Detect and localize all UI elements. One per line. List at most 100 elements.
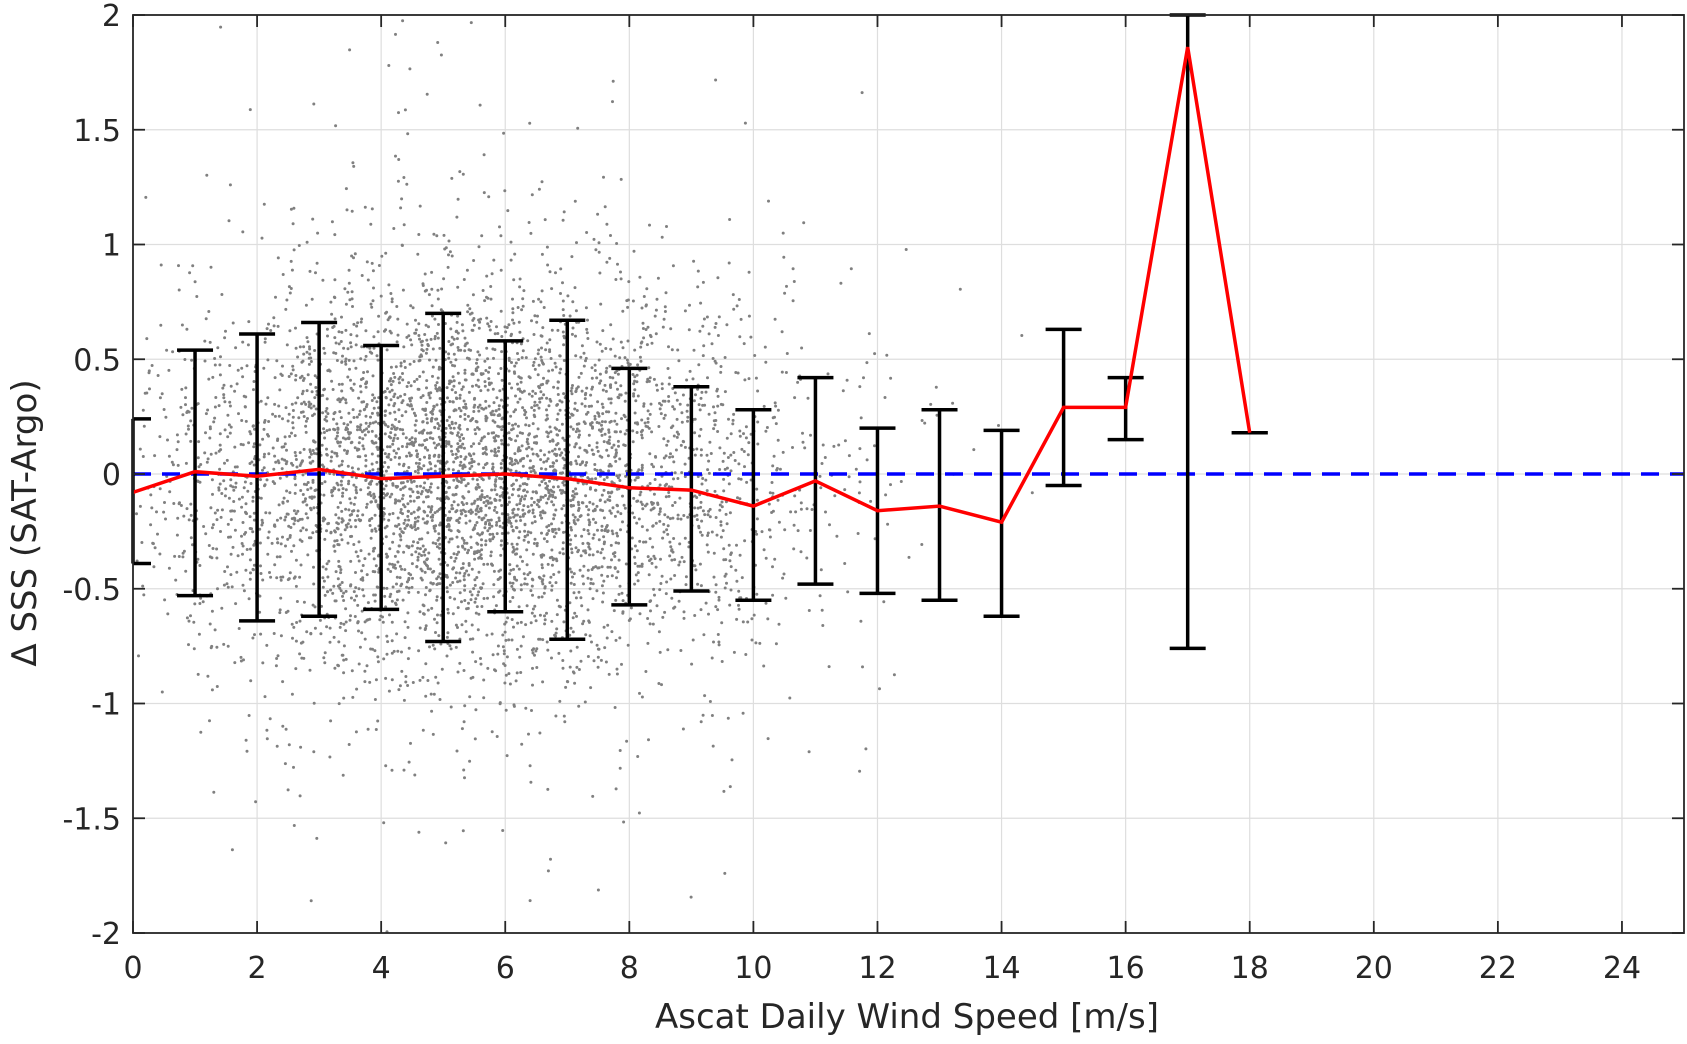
scatter-point [321,279,324,282]
scatter-point [526,440,529,443]
scatter-point [229,478,232,481]
scatter-point [636,549,639,552]
scatter-point [571,333,574,336]
scatter-point [395,632,398,635]
scatter-point [308,456,311,459]
scatter-point [516,648,519,651]
scatter-point [458,530,461,533]
scatter-point [223,384,226,387]
scatter-point [677,564,680,567]
scatter-point [668,541,671,544]
scatter-point [161,392,164,395]
scatter-point [656,389,659,392]
scatter-point [575,615,578,618]
scatter-point [673,435,676,438]
scatter-point [325,529,328,532]
scatter-point [335,570,338,573]
scatter-point [740,478,743,481]
scatter-point [686,410,689,413]
scatter-point [428,394,431,397]
scatter-point [544,618,547,621]
scatter-point [403,568,406,571]
scatter-point [345,187,348,190]
scatter-point [267,323,270,326]
scatter-point [587,608,590,611]
scatter-point [284,442,287,445]
scatter-point [186,507,189,510]
scatter-point [663,457,666,460]
scatter-point [699,408,702,411]
scatter-point [211,688,214,691]
scatter-point [598,429,601,432]
scatter-point [771,464,774,467]
scatter-point [520,743,523,746]
scatter-point [212,547,215,550]
scatter-point [583,365,586,368]
scatter-point [209,427,212,430]
scatter-point [446,419,449,422]
scatter-point [487,432,490,435]
scatter-point [541,578,544,581]
scatter-point [342,623,345,626]
scatter-point [399,527,402,530]
scatter-point [531,522,534,525]
scatter-point [576,127,579,130]
scatter-point [314,386,317,389]
scatter-point [745,481,748,484]
scatter-point [455,509,458,512]
scatter-point [532,608,535,611]
scatter-point [281,576,284,579]
scatter-point [329,370,332,373]
scatter-point [745,425,748,428]
scatter-point [490,450,493,453]
scatter-point [550,657,553,660]
scatter-point [461,329,464,332]
scatter-point [678,561,681,564]
scatter-point [252,445,255,448]
scatter-point [676,399,679,402]
scatter-point [526,339,529,342]
scatter-point [448,382,451,385]
scatter-point [398,545,401,548]
scatter-point [504,631,507,634]
scatter-point [437,455,440,458]
scatter-point [340,390,343,393]
scatter-point [601,329,604,332]
scatter-point [411,544,414,547]
scatter-point [372,421,375,424]
scatter-point [536,503,539,506]
scatter-point [331,450,334,453]
scatter-point [554,271,557,274]
scatter-point [352,256,355,259]
scatter-point [311,218,314,221]
scatter-point [406,580,409,583]
scatter-point [516,671,519,674]
scatter-point [470,677,473,680]
scatter-point [193,647,196,650]
scatter-point [538,407,541,410]
scatter-point [342,659,345,662]
scatter-point [743,539,746,542]
scatter-point [333,667,336,670]
scatter-point [664,305,667,308]
scatter-point [929,403,932,406]
scatter-point [515,552,518,555]
scatter-point [435,599,438,602]
scatter-point [457,446,460,449]
scatter-point [431,519,434,522]
scatter-point [531,578,534,581]
scatter-point [351,466,354,469]
scatter-point [391,541,394,544]
scatter-point [299,538,302,541]
scatter-point [397,158,400,161]
scatter-point [510,428,513,431]
scatter-point [280,634,283,637]
scatter-point [521,444,524,447]
scatter-point [384,764,387,767]
scatter-point [281,467,284,470]
scatter-point [491,633,494,636]
scatter-point [594,418,597,421]
scatter-point [528,375,531,378]
scatter-point [355,334,358,337]
scatter-point [551,329,554,332]
